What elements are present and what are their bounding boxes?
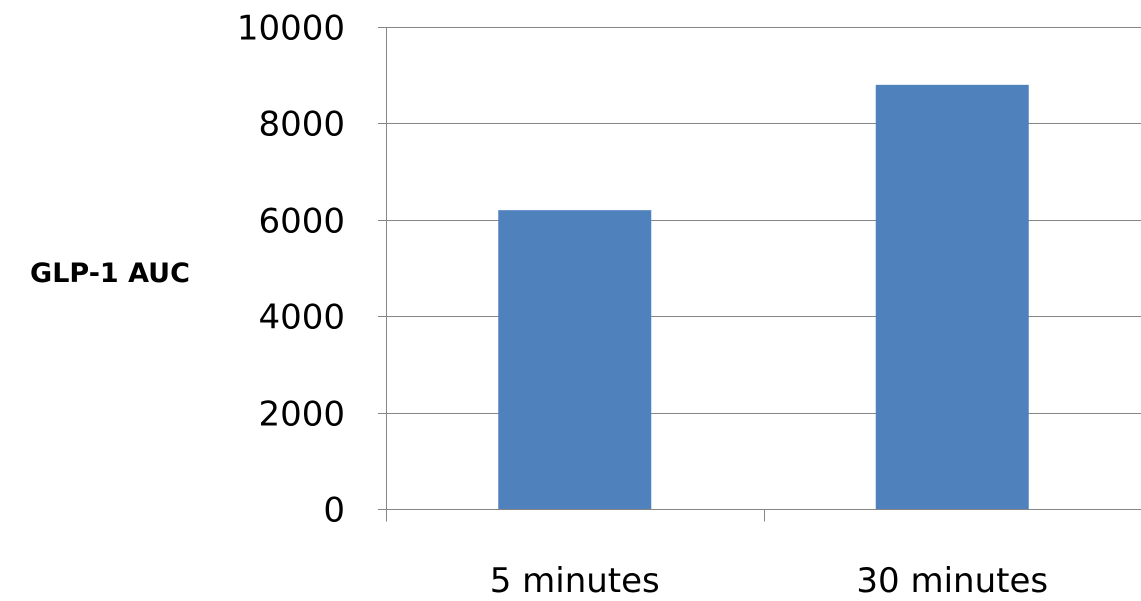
bar-30-minutes: [875, 84, 1029, 509]
y-tick-label: 4000: [258, 298, 345, 338]
y-tick-label: 0: [323, 491, 345, 531]
bar-5-minutes: [498, 210, 652, 509]
x-tick-labels: 5 minutes 30 minutes: [490, 561, 1048, 601]
y-tick-labels: 0 2000 4000 6000 8000 10000: [237, 9, 345, 531]
y-tick-label: 8000: [258, 105, 345, 145]
y-tick-label: 10000: [237, 9, 345, 49]
x-tick-label: 30 minutes: [856, 561, 1048, 601]
y-tick-label: 6000: [258, 202, 345, 242]
axes: [378, 27, 1141, 522]
x-tick-label: 5 minutes: [490, 561, 660, 601]
bars: [498, 84, 1029, 509]
y-tick-label: 2000: [258, 395, 345, 435]
y-axis-label: GLP-1 AUC: [30, 258, 190, 289]
